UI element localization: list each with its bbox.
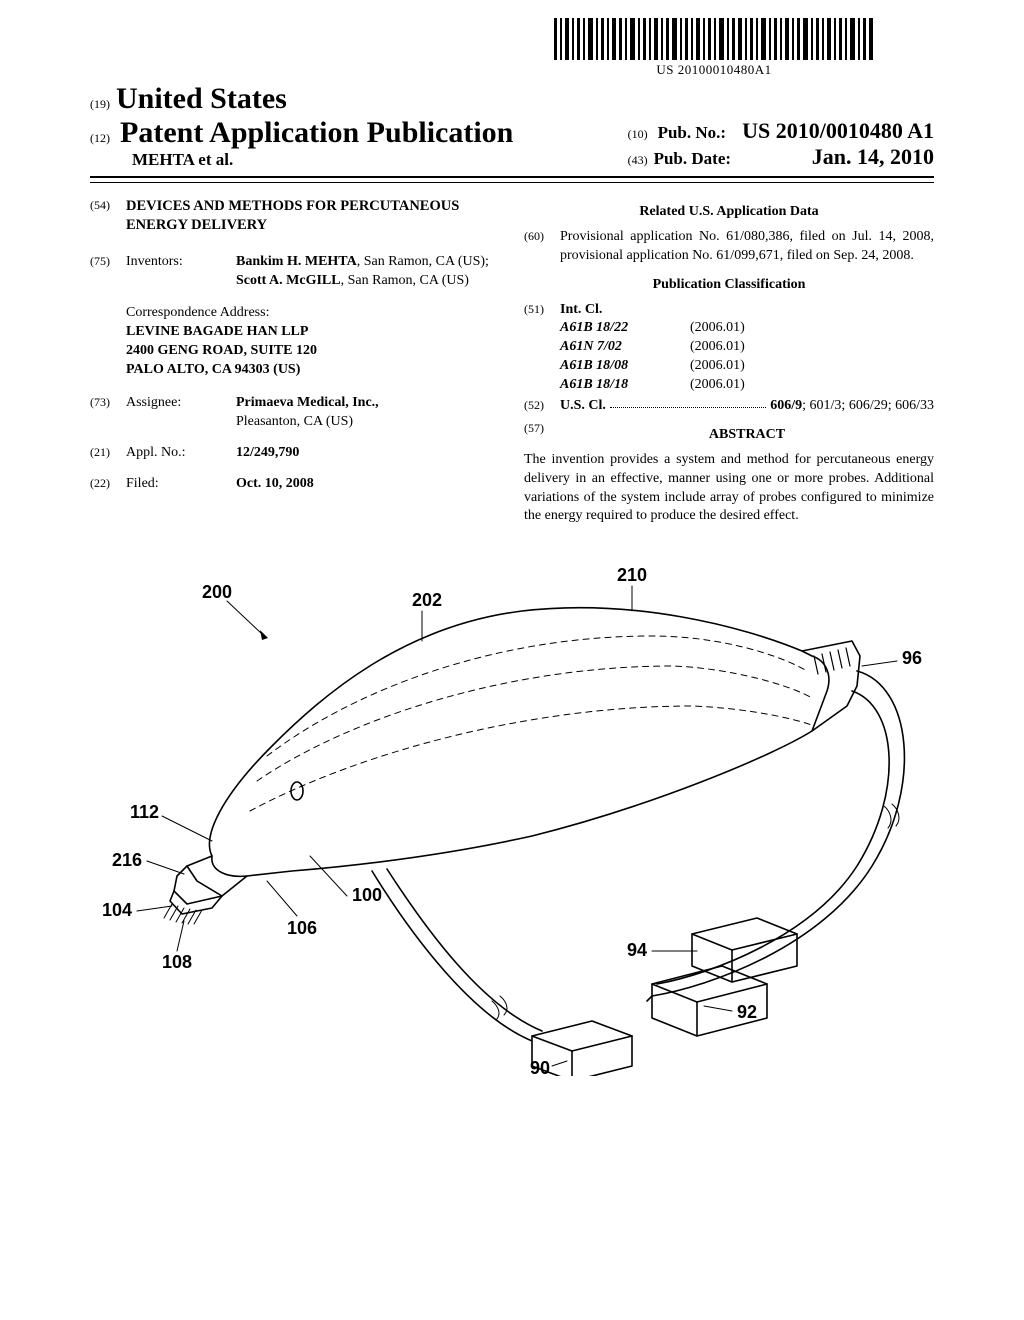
code-54: (54) xyxy=(90,197,126,235)
intcl-year: (2006.01) xyxy=(690,319,934,338)
pubclass-head: Publication Classification xyxy=(524,276,934,295)
related-head: Related U.S. Application Data xyxy=(524,203,934,222)
barcode-block: US 20100010480A1 xyxy=(554,18,874,78)
fig-label-112: 112 xyxy=(130,802,159,822)
code-60: (60) xyxy=(524,228,560,266)
fig-label-104: 104 xyxy=(102,900,132,920)
pubno-value: US 2010/0010480 A1 xyxy=(742,118,934,143)
code-75: (75) xyxy=(90,253,126,291)
assignee-name: Primaeva Medical, Inc., xyxy=(236,395,379,410)
fig-label-200: 200 xyxy=(202,582,232,602)
inventors-label: Inventors: xyxy=(126,253,236,291)
fig-label-100: 100 xyxy=(352,885,382,905)
doc-type: Patent Application Publication xyxy=(120,116,513,149)
applno-label: Appl. No.: xyxy=(126,444,236,463)
assignee-value: Primaeva Medical, Inc., Pleasanton, CA (… xyxy=(236,394,500,432)
correspondence-address: Correspondence Address: LEVINE BAGADE HA… xyxy=(126,304,500,380)
inventor-1: Bankim H. MEHTA xyxy=(236,254,357,269)
provisional-text: Provisional application No. 61/080,386, … xyxy=(560,228,934,266)
assignee-loc: Pleasanton, CA (US) xyxy=(236,414,353,429)
right-column: Related U.S. Application Data (60) Provi… xyxy=(524,197,934,526)
fig-label-96: 96 xyxy=(902,648,922,668)
code-52: (52) xyxy=(524,397,560,416)
intcl-year: (2006.01) xyxy=(690,338,934,357)
authors: MEHTA et al. xyxy=(132,150,513,170)
code-22: (22) xyxy=(90,475,126,494)
intcl-label: Int. Cl. xyxy=(560,301,934,320)
pubno-label: Pub. No.: xyxy=(658,123,726,142)
corr-label: Correspondence Address: xyxy=(126,304,500,323)
filed-value: Oct. 10, 2008 xyxy=(236,475,500,494)
code-12: (12) xyxy=(90,131,110,145)
left-column: (54) DEVICES AND METHODS FOR PERCUTANEOU… xyxy=(90,197,500,526)
header: (19) United States (12) Patent Applicati… xyxy=(90,82,934,170)
abstract-head: ABSTRACT xyxy=(560,426,934,445)
code-51: (51) xyxy=(524,301,560,395)
filed-label: Filed: xyxy=(126,475,236,494)
abstract-text: The invention provides a system and meth… xyxy=(524,451,934,527)
pubdate-value: Jan. 14, 2010 xyxy=(812,144,934,170)
intcl-year: (2006.01) xyxy=(690,357,934,376)
intcl-code: A61N 7/02 xyxy=(560,338,690,357)
fig-label-106: 106 xyxy=(287,918,317,938)
corr-line-3: PALO ALTO, CA 94303 (US) xyxy=(126,361,500,380)
dots-leader xyxy=(610,397,766,408)
intcl-code: A61B 18/08 xyxy=(560,357,690,376)
fig-label-202: 202 xyxy=(412,590,442,610)
code-10: (10) xyxy=(628,127,648,141)
body-columns: (54) DEVICES AND METHODS FOR PERCUTANEOU… xyxy=(90,197,934,526)
patent-front-page: US 20100010480A1 (19) United States (12)… xyxy=(0,0,1024,1320)
divider xyxy=(90,176,934,183)
assignee-label: Assignee: xyxy=(126,394,236,432)
code-43: (43) xyxy=(628,153,648,168)
pubdate-label: Pub. Date: xyxy=(654,149,731,169)
fig-label-90: 90 xyxy=(530,1058,550,1076)
fig-label-216: 216 xyxy=(112,850,142,870)
inventors-value: Bankim H. MEHTA, San Ramon, CA (US); Sco… xyxy=(236,253,500,291)
country: United States xyxy=(116,82,287,116)
fig-label-92: 92 xyxy=(737,1002,757,1022)
uscl-primary: 606/9 xyxy=(770,397,802,416)
intcl-table: A61B 18/22(2006.01) A61N 7/02(2006.01) A… xyxy=(560,319,934,395)
uscl-label: U.S. Cl. xyxy=(560,397,606,416)
uscl-rest: ; 601/3; 606/29; 606/33 xyxy=(802,397,934,416)
intcl-code: A61B 18/22 xyxy=(560,319,690,338)
barcode-text: US 20100010480A1 xyxy=(554,62,874,78)
code-21: (21) xyxy=(90,444,126,463)
barcode-icon xyxy=(554,18,874,60)
fig-label-94: 94 xyxy=(627,940,647,960)
applno-value: 12/249,790 xyxy=(236,444,500,463)
corr-line-1: LEVINE BAGADE HAN LLP xyxy=(126,323,500,342)
inventor-1-loc: , San Ramon, CA (US); xyxy=(357,254,489,269)
fig-label-210: 210 xyxy=(617,565,647,585)
uscl-row: U.S. Cl. 606/9; 601/3; 606/29; 606/33 xyxy=(560,397,934,416)
patent-figure: 200 202 210 96 112 216 104 108 106 100 9… xyxy=(92,556,932,1076)
inventor-2: Scott A. McGILL xyxy=(236,273,341,288)
inventor-2-loc: , San Ramon, CA (US) xyxy=(341,273,469,288)
corr-line-2: 2400 GENG ROAD, SUITE 120 xyxy=(126,342,500,361)
code-73: (73) xyxy=(90,394,126,432)
intcl-code: A61B 18/18 xyxy=(560,376,690,395)
invention-title: DEVICES AND METHODS FOR PERCUTANEOUS ENE… xyxy=(126,197,500,235)
code-57: (57) xyxy=(524,420,560,451)
figure-area: 200 202 210 96 112 216 104 108 106 100 9… xyxy=(90,556,934,1081)
intcl-year: (2006.01) xyxy=(690,376,934,395)
code-19: (19) xyxy=(90,97,110,112)
fig-label-108: 108 xyxy=(162,952,192,972)
